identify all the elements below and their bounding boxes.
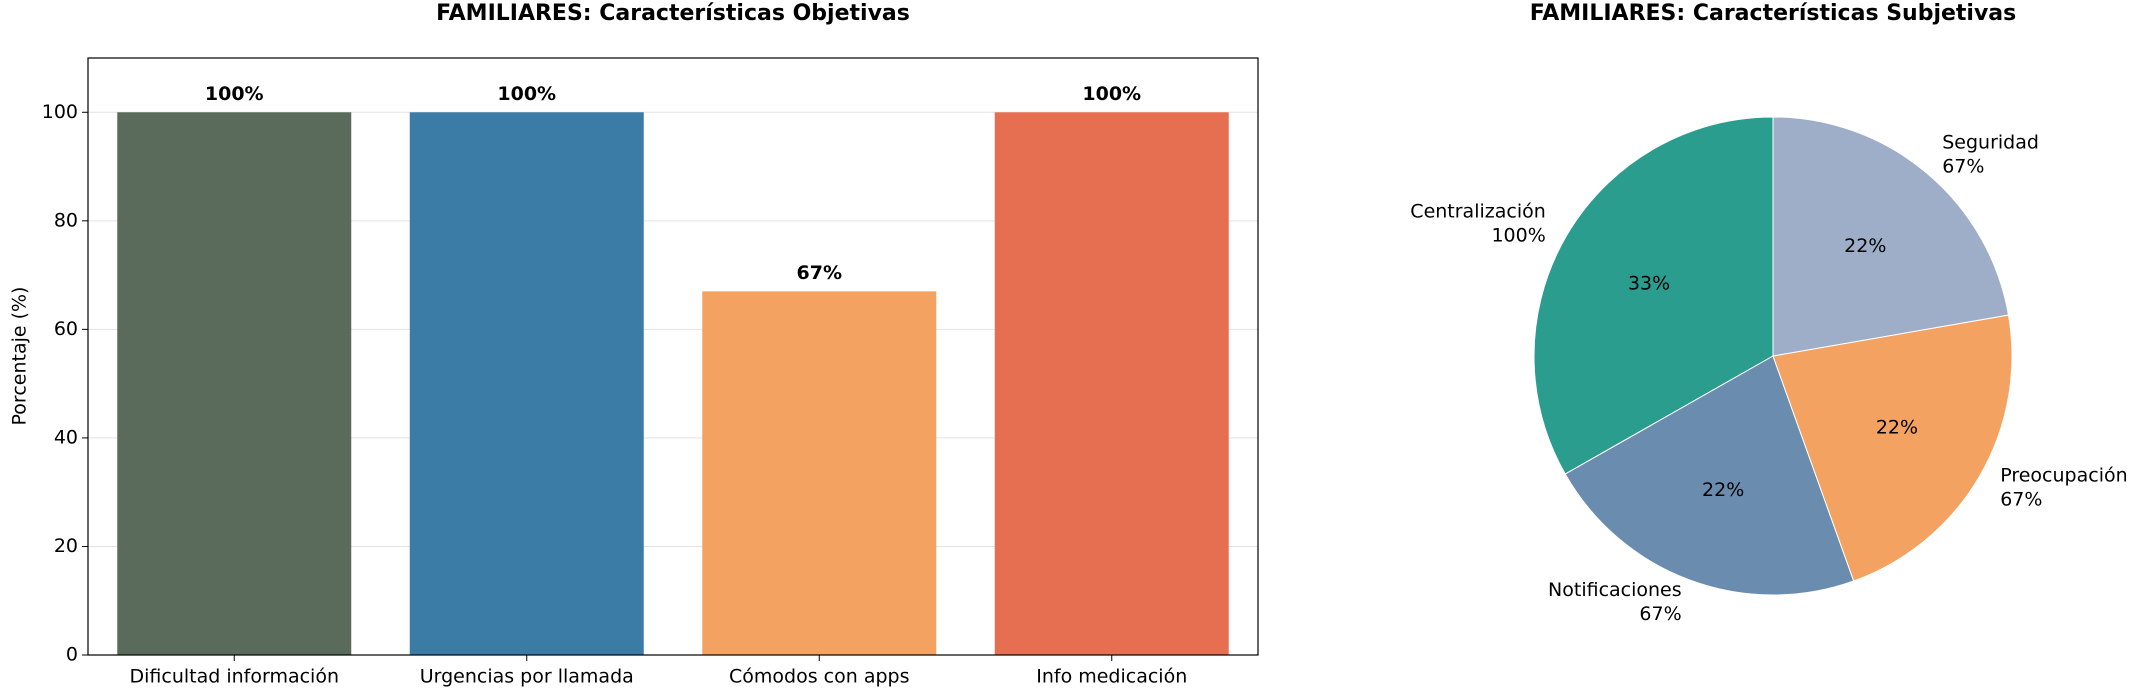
pct-label: 22% [1844,235,1886,257]
pct-label: 22% [1876,417,1918,439]
value-label: 100% [1082,83,1141,105]
pie-slice [1533,116,1774,475]
y-tick-label: 60 [54,318,78,340]
pct-label: 22% [1702,479,1744,501]
pie-slice [1564,355,1855,596]
slice-value-label: 67% [1639,603,1681,625]
slice-label: Seguridad [1942,131,2039,153]
slice-value-label: 67% [1942,155,1984,177]
slice-label: Notificaciones [1548,579,1682,601]
pie-title: FAMILIARES: Características Subjetivas [1530,1,2017,26]
bar [994,112,1229,656]
slice-value-label: 67% [2000,489,2042,511]
value-label: 100% [205,83,264,105]
x-tick-label: Cómodos con apps [729,666,909,688]
x-tick-label: Dificultad información [130,666,340,688]
y-tick-label: 80 [54,209,78,231]
pie-slice [1772,116,2010,357]
slice-label: Preocupación [2000,465,2127,487]
bar-title: FAMILIARES: Características Objetivas [436,1,910,26]
bar [702,291,937,655]
y-tick-label: 100 [42,101,78,123]
pct-label: 33% [1628,272,1670,294]
value-label: 100% [497,83,556,105]
bar [117,112,352,656]
pie-slice [1772,314,2013,582]
slice-label: Centralización [1410,200,1545,222]
slice-value-label: 100% [1491,224,1545,246]
x-tick-label: Urgencias por llamada [420,666,634,688]
bar [409,112,644,656]
plot-frame [87,57,1259,656]
y-tick-label: 20 [54,535,78,557]
y-axis-label: Porcentaje (%) [9,287,31,426]
value-label: 67% [797,262,842,284]
y-tick-label: 40 [54,426,78,448]
x-tick-label: Info medicación [1036,666,1187,688]
y-tick-label: 0 [66,644,78,666]
